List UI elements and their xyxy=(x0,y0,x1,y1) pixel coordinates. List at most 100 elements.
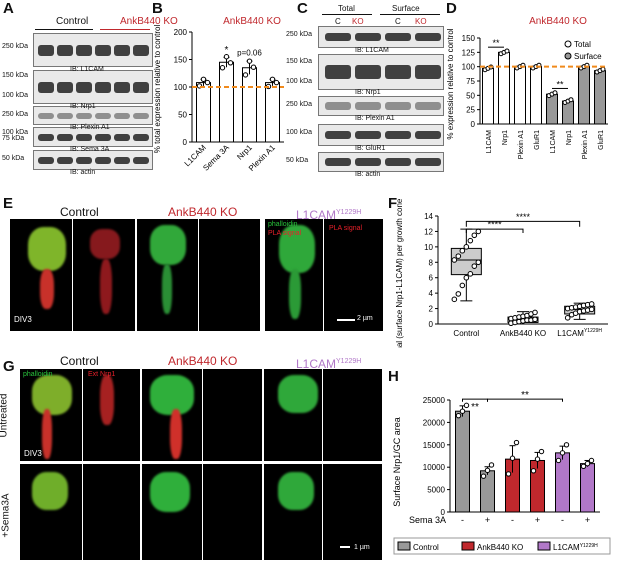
h-ytick-label: 25000 xyxy=(423,396,446,405)
b-xtick-label: Sema 3A xyxy=(201,143,231,173)
h-ytick-label: 10000 xyxy=(423,463,446,472)
f-point xyxy=(475,259,482,266)
blot-a-ib: IB: Sema 3A xyxy=(70,146,110,153)
h-point xyxy=(509,455,516,461)
h-legend-sup: Y1229H xyxy=(580,543,598,549)
blot-band xyxy=(355,158,381,166)
d-sig-1: ** xyxy=(492,38,500,48)
blot-c-4 xyxy=(318,152,444,172)
blot-band xyxy=(325,131,351,139)
f-sig-bracket-inner xyxy=(465,228,524,233)
blot-c-3 xyxy=(318,124,444,146)
h-point xyxy=(534,456,541,462)
panel-label-b: B xyxy=(152,0,163,17)
d-xtick-label: GluR1 xyxy=(534,130,541,150)
b-ylabel: % total expression relative to control xyxy=(153,25,162,154)
h-point xyxy=(484,467,491,474)
d-xtick-label: GluR1 xyxy=(598,130,605,150)
h-sema-label: Sema 3A xyxy=(409,515,446,525)
h-point xyxy=(584,460,591,467)
f-point xyxy=(463,244,470,250)
h-legend-box xyxy=(393,537,611,555)
h-point xyxy=(555,457,562,464)
lane-c-2: C xyxy=(395,17,401,26)
h-point xyxy=(580,463,587,470)
d-ytick-label: 75 xyxy=(466,77,475,86)
g-row-sema3a: +Sema3A xyxy=(0,493,12,538)
b-point xyxy=(242,72,249,78)
group-label-control: Control xyxy=(56,16,89,27)
blot-band xyxy=(38,157,54,164)
e-micrograph-left: DIV3 xyxy=(10,219,260,331)
blot-band xyxy=(325,158,351,166)
f-point xyxy=(588,306,595,313)
panel-label-f: F xyxy=(388,195,398,212)
blot-band xyxy=(415,158,441,166)
blot-band xyxy=(355,131,381,139)
f-sig-bracket-outer xyxy=(465,220,581,227)
d-ytick-label: 150 xyxy=(462,34,476,43)
blot-band xyxy=(385,131,411,139)
f-point xyxy=(471,263,478,269)
h-treatment-label: + xyxy=(485,515,490,525)
blot-a-marker: 75 kDa xyxy=(2,135,25,142)
blot-a-2 xyxy=(33,106,153,125)
d-ylabel: % expression relative to control xyxy=(446,28,455,139)
d-bar xyxy=(594,70,606,125)
blot-band xyxy=(95,82,111,94)
f-point xyxy=(564,315,571,321)
f-sig-inner: **** xyxy=(488,220,503,230)
d-sig-2: ** xyxy=(556,79,564,89)
b-xtick-label: Nrp1 xyxy=(235,143,254,162)
b-point xyxy=(223,54,230,60)
b-ytick-label: 150 xyxy=(174,56,188,65)
d-ytick-label: 100 xyxy=(462,63,476,72)
blot-band xyxy=(76,157,92,164)
f-point xyxy=(467,237,474,244)
d-bar xyxy=(498,51,510,125)
blot-c-ib: IB: GluR1 xyxy=(355,145,386,152)
blot-c-1 xyxy=(318,54,444,90)
panel-f-chart: PLA signal (surface Nrp1-L1CAM) per grow… xyxy=(395,198,608,348)
blot-band xyxy=(133,82,149,94)
d-xtick-label: Nrp1 xyxy=(502,130,509,145)
b-point xyxy=(227,60,234,66)
blot-band xyxy=(57,134,73,141)
surface-label: Surface xyxy=(392,4,420,13)
g-col-control: Control xyxy=(60,354,99,368)
d-bar xyxy=(482,67,494,125)
e-col-l1cam: L1CAMY1229H xyxy=(296,208,362,222)
d-bar xyxy=(546,93,558,125)
lane-ko-1: KO xyxy=(352,17,364,26)
blot-a-1 xyxy=(33,70,153,104)
blot-a-marker: 250 kDa xyxy=(2,42,29,50)
g-row-untreated: Untreated xyxy=(0,393,10,438)
blot-band xyxy=(57,45,73,57)
g-micrograph-untreated: phalloidin Ext Nrp1 DIV3 xyxy=(20,369,382,461)
blot-c-0 xyxy=(318,26,444,48)
b-point xyxy=(204,79,211,86)
h-point xyxy=(588,457,595,464)
f-xtick-label: L1CAMY1229H xyxy=(557,328,602,338)
h-bar xyxy=(455,410,470,513)
f-point xyxy=(455,291,462,297)
d-point xyxy=(552,90,558,96)
f-xtick-sup: Y1229H xyxy=(584,328,602,334)
lane-ko-2: KO xyxy=(415,17,427,26)
g-micrograph-sema3a: 1 µm xyxy=(20,464,382,560)
h-treatment-label: - xyxy=(511,515,514,525)
d-ytick-label: 25 xyxy=(466,106,475,115)
panel-label-g: G xyxy=(3,358,15,375)
g-scale-label: 1 µm xyxy=(354,544,370,551)
b-ytick-label: 50 xyxy=(178,111,187,120)
blot-a-marker: 150 kDa xyxy=(2,72,29,79)
blot-c-marker: 50 kDa xyxy=(286,156,309,164)
blot-band xyxy=(325,33,351,41)
f-point xyxy=(459,282,466,289)
blot-band xyxy=(415,33,441,41)
f-sig-outer: **** xyxy=(516,212,531,222)
d-xtick-label: L1CAM xyxy=(550,130,557,154)
blot-c-ib: IB: actin xyxy=(355,171,381,178)
f-point xyxy=(459,247,466,254)
e-col-control: Control xyxy=(60,205,99,219)
